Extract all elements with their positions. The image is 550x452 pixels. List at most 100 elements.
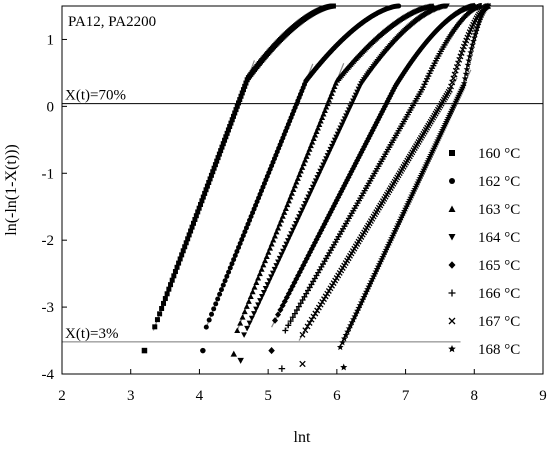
data-point (303, 153, 310, 159)
data-point (161, 300, 167, 306)
data-point (216, 151, 222, 157)
data-point (448, 205, 456, 212)
data-point (236, 100, 242, 106)
data-point (271, 232, 278, 239)
data-point (193, 213, 199, 219)
data-point (159, 306, 165, 312)
data-point (225, 127, 231, 133)
data-point (316, 121, 323, 127)
data-point (302, 327, 309, 334)
plot-frame (61, 5, 544, 375)
data-point (157, 311, 163, 317)
data-point (182, 244, 188, 250)
x-tick-label: 7 (402, 388, 410, 404)
data-point (326, 97, 333, 103)
data-point (340, 363, 348, 371)
data-point (276, 221, 283, 227)
data-point (233, 107, 239, 113)
x-axis-label: lnt (294, 429, 311, 446)
data-point (200, 194, 206, 200)
data-point (237, 320, 244, 326)
data-point (350, 316, 357, 323)
data-point (220, 282, 226, 288)
legend-item: 163 °C (448, 202, 520, 218)
data-point (217, 291, 223, 297)
data-point (303, 290, 310, 297)
data-point (244, 325, 251, 332)
y-tick-label: -4 (42, 367, 55, 383)
data-point (262, 285, 269, 292)
data-point (179, 252, 185, 258)
chart-title: PA12, PA2200 (68, 14, 156, 30)
data-point (238, 93, 244, 99)
data-point (323, 217, 330, 225)
data-point (339, 185, 346, 193)
data-point (288, 190, 295, 196)
data-point (331, 83, 338, 90)
data-point (314, 124, 321, 131)
data-point (239, 237, 245, 243)
data-point (248, 214, 254, 220)
data-point (457, 53, 464, 60)
data-point (249, 288, 256, 295)
data-point (279, 302, 286, 309)
data-point (340, 335, 348, 342)
legend-label: 164 °C (478, 230, 520, 246)
series-166 (278, 3, 485, 372)
data-point (310, 313, 317, 320)
data-point (346, 171, 353, 178)
data-point (185, 236, 191, 242)
data-point (468, 45, 475, 52)
data-point (275, 224, 282, 231)
legend: 160 °C 162 °C 163 °C 164 °C 165 °C 166 °C 167 … (448, 146, 520, 358)
legend-label: 165 °C (478, 258, 520, 274)
data-point (196, 205, 202, 211)
data-point (321, 107, 328, 114)
data-point (141, 347, 148, 354)
data-point (234, 327, 241, 334)
data-point (227, 124, 233, 130)
data-point (282, 205, 289, 211)
data-point (474, 21, 482, 29)
data-point (295, 303, 302, 310)
data-point (183, 240, 189, 246)
data-point (351, 162, 358, 170)
data-point (275, 311, 282, 318)
data-point (297, 300, 304, 307)
x-tick-label: 9 (539, 388, 547, 404)
data-point (297, 167, 304, 174)
data-point (332, 80, 339, 86)
data-point (186, 232, 192, 238)
legend-item: 165 °C (448, 258, 520, 274)
data-point (195, 209, 201, 215)
data-point (227, 265, 233, 271)
data-point (472, 27, 480, 35)
data-point (459, 82, 467, 89)
data-point (465, 57, 473, 64)
data-point (229, 117, 235, 123)
data-point (449, 150, 455, 156)
data-point (448, 317, 456, 325)
data-point (174, 264, 180, 270)
data-point (258, 294, 265, 300)
data-point (322, 293, 329, 300)
data-point (332, 199, 339, 207)
data-point (319, 298, 326, 305)
data-point (338, 188, 345, 195)
data-point (189, 224, 195, 230)
data-point (464, 61, 472, 68)
data-point (299, 164, 306, 170)
data-point (471, 30, 479, 38)
y-tick-label: 0 (47, 99, 55, 115)
data-point (289, 314, 296, 321)
data-point (307, 142, 314, 149)
legend-item: 162 °C (449, 174, 520, 190)
data-point (315, 233, 322, 240)
data-point (267, 245, 274, 251)
data-point (202, 190, 208, 196)
data-point (208, 172, 214, 178)
data-point (200, 347, 206, 354)
data-point (176, 260, 182, 266)
data-point (230, 350, 238, 357)
data-point (368, 129, 375, 137)
